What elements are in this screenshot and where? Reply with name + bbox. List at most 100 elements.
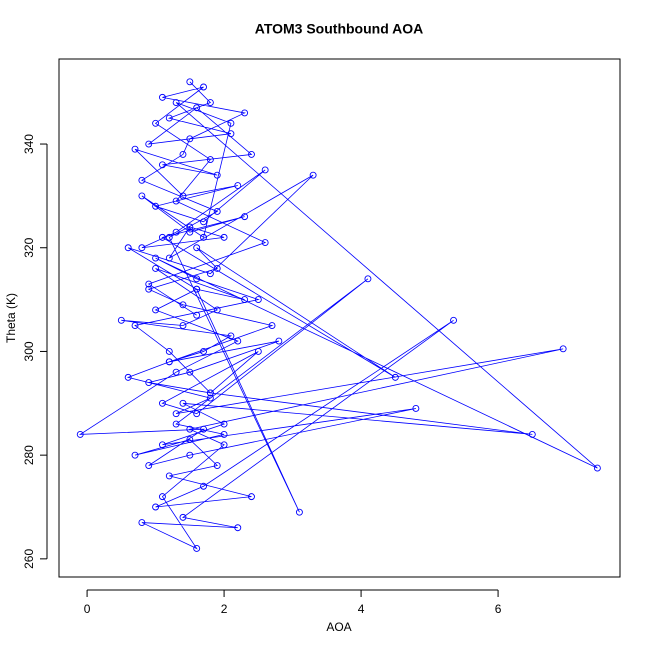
- data-point: [227, 119, 235, 127]
- data-point: [179, 399, 187, 407]
- data-point: [179, 301, 187, 309]
- data-point: [206, 270, 214, 278]
- data-point: [165, 472, 173, 480]
- data-point: [193, 410, 201, 418]
- data-point: [450, 316, 457, 324]
- data-point: [206, 99, 214, 107]
- data-point: [179, 322, 187, 329]
- data-point: [220, 441, 228, 449]
- data-point: [227, 130, 235, 138]
- data-point: [152, 503, 160, 511]
- data-point: [172, 410, 180, 418]
- x-tick-label: 6: [495, 602, 502, 616]
- data-point: [268, 322, 276, 329]
- data-point: [261, 166, 269, 174]
- data-point: [186, 78, 194, 86]
- data-point: [254, 347, 262, 355]
- data-point: [261, 239, 269, 247]
- data-point: [186, 135, 194, 143]
- data-point: [145, 280, 153, 288]
- data-point: [172, 228, 180, 236]
- data-point: [234, 337, 242, 345]
- chart-title: ATOM3 Southbound AOA: [255, 21, 424, 37]
- data-point: [145, 140, 153, 148]
- data-point: [172, 368, 180, 376]
- data-point: [131, 145, 139, 153]
- data-point: [172, 99, 180, 107]
- y-tick-label: 280: [22, 445, 36, 465]
- data-point: [186, 451, 194, 459]
- data-point: [248, 150, 255, 158]
- data-point: [186, 436, 194, 444]
- data-point: [131, 322, 139, 329]
- data-point: [165, 254, 173, 262]
- data-point: [241, 296, 249, 304]
- y-tick-label: 260: [22, 549, 36, 569]
- data-point: [165, 347, 173, 355]
- x-tick-label: 0: [84, 602, 91, 616]
- x-tick-label: 4: [358, 602, 365, 616]
- data-point: [76, 430, 84, 438]
- data-point: [200, 347, 207, 355]
- data-point: [138, 244, 146, 252]
- data-point: [138, 519, 146, 527]
- data-point: [172, 197, 180, 205]
- data-point: [220, 233, 228, 241]
- data-point: [179, 513, 187, 521]
- data-point: [200, 83, 207, 91]
- data-point: [152, 254, 160, 262]
- data-point: [528, 430, 536, 438]
- data-point: [248, 493, 255, 501]
- data-point: [158, 161, 166, 169]
- data-point: [138, 192, 146, 200]
- y-tick-label: 300: [22, 341, 36, 361]
- data-point: [165, 358, 173, 366]
- data-point: [559, 345, 567, 353]
- data-point: [412, 405, 420, 412]
- data-point: [213, 462, 221, 469]
- data-point: [172, 420, 180, 428]
- y-axis-label: Theta (K): [4, 293, 18, 343]
- data-point: [158, 493, 166, 501]
- data-point: [193, 311, 201, 319]
- data-point: [200, 425, 207, 433]
- data-point: [131, 451, 139, 459]
- data-point: [220, 430, 228, 438]
- data-point: [117, 316, 125, 324]
- data-point: [138, 176, 146, 184]
- data-point: [213, 171, 221, 179]
- data-point: [193, 275, 201, 283]
- y-tick-label: 320: [22, 237, 36, 257]
- data-point: [158, 399, 166, 407]
- data-point: [186, 368, 194, 376]
- plot-frame: [58, 58, 621, 578]
- data-point: [275, 337, 283, 345]
- series-line: [78, 81, 598, 550]
- data-point: [241, 109, 249, 117]
- data-point: [193, 545, 201, 552]
- data-point: [234, 524, 242, 532]
- data-point: [206, 156, 214, 164]
- data-point: [200, 233, 207, 241]
- data-point: [152, 265, 160, 272]
- data-point: [206, 394, 214, 402]
- data-point: [165, 233, 173, 241]
- data-point: [227, 332, 235, 340]
- data-point: [364, 275, 372, 283]
- data-point: [193, 244, 201, 252]
- data-point: [179, 192, 187, 200]
- data-point: [165, 114, 173, 122]
- data-point: [593, 464, 601, 472]
- data-point: [186, 223, 194, 231]
- data-point: [124, 373, 132, 381]
- data-point: [241, 213, 249, 221]
- data-point: [158, 441, 166, 449]
- data-point: [145, 285, 153, 293]
- data-point: [186, 425, 194, 433]
- data-point: [234, 182, 242, 189]
- data-point: [124, 244, 132, 252]
- data-point: [179, 150, 187, 158]
- data-point: [145, 462, 153, 469]
